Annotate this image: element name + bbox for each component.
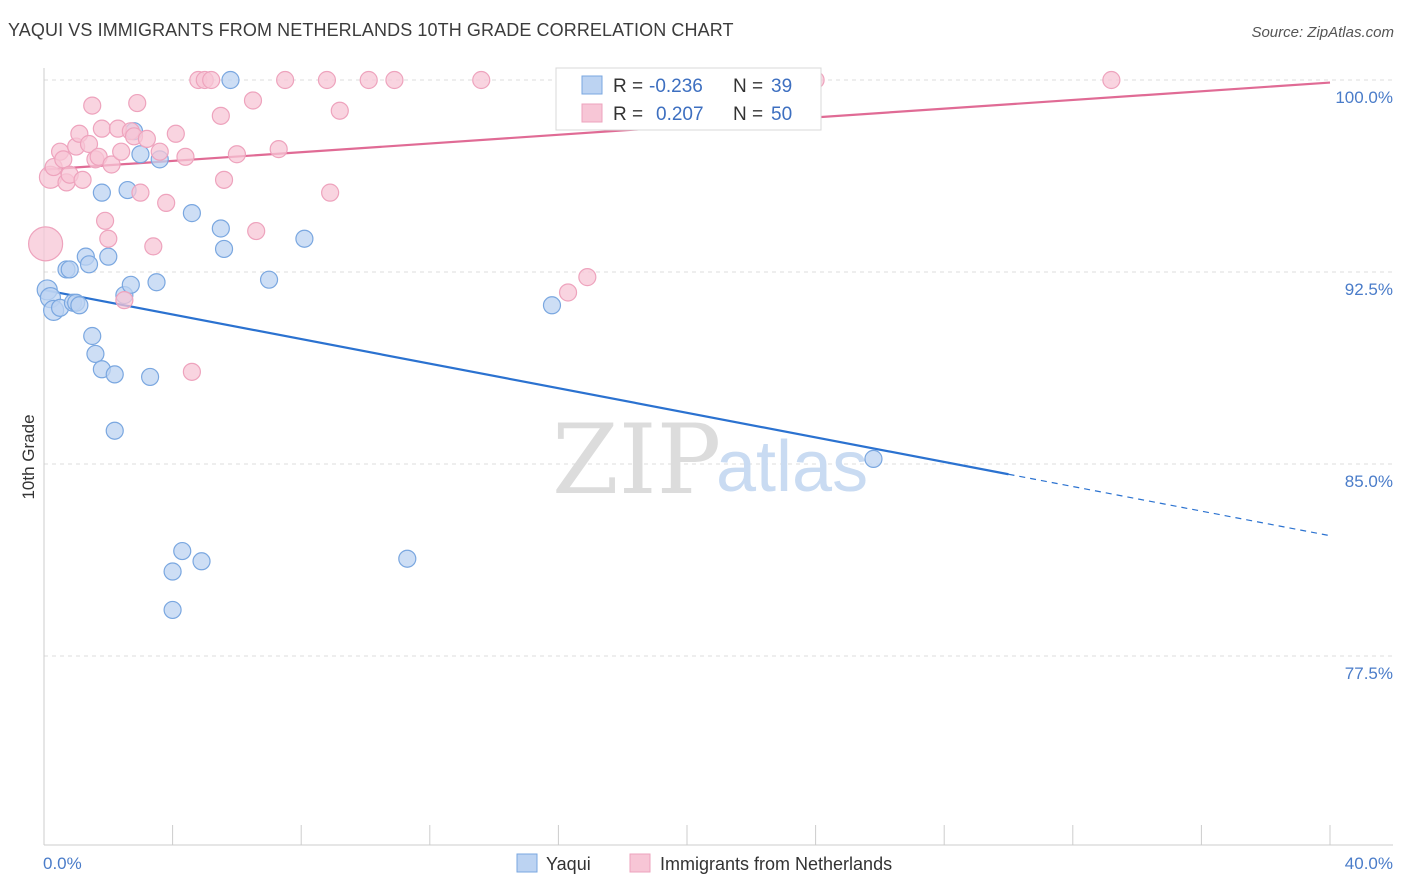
axes	[43, 68, 1393, 846]
point-series-1-9	[73, 170, 92, 189]
point-series-0-35	[295, 229, 314, 248]
point-series-1-28	[157, 193, 176, 212]
data-points	[28, 70, 1121, 620]
point-series-1-37	[227, 145, 246, 164]
legend-n-value-yaqui: 39	[771, 76, 792, 97]
series-legend-swatch-netherlands	[629, 853, 651, 873]
point-series-1-4	[54, 150, 73, 169]
legend-r-value-netherlands: 0.207	[656, 104, 704, 125]
point-series-1-14	[92, 119, 111, 138]
point-series-0-23	[140, 367, 160, 387]
watermark-zip: ZIP	[552, 404, 721, 516]
point-series-1-38	[243, 91, 263, 110]
chart-source: Source: ZipAtlas.com	[1251, 24, 1394, 41]
series-legend-label-netherlands: Immigrants from Netherlands	[660, 854, 892, 874]
point-series-1-49	[578, 268, 597, 287]
point-series-0-38	[864, 449, 883, 468]
point-series-1-25	[137, 129, 156, 148]
point-series-1-46	[385, 70, 404, 90]
point-series-1-45	[359, 70, 378, 90]
legend-n-label-yaqui: N =	[733, 76, 768, 97]
legend-swatch-yaqui	[581, 75, 603, 95]
point-series-0-20	[121, 275, 140, 294]
x-tick-label-min: 0.0%	[43, 854, 82, 873]
point-series-0-34	[259, 270, 279, 289]
legend-swatch-netherlands	[581, 103, 603, 123]
point-series-0-24	[147, 273, 166, 292]
trend-line-0	[43, 288, 1009, 476]
point-series-1-19	[112, 142, 131, 161]
point-series-0-17	[105, 365, 124, 384]
point-series-1-35	[211, 106, 230, 125]
point-series-0-36	[398, 549, 417, 568]
point-series-0-27	[163, 562, 182, 581]
series-legend-swatch-yaqui	[516, 853, 538, 873]
point-series-0-16	[105, 421, 124, 440]
point-series-1-31	[182, 362, 201, 381]
y-tick-labels: 100.0% 92.5% 85.0% 77.5%	[1335, 88, 1393, 683]
legend-n-value-netherlands: 50	[771, 104, 792, 125]
point-series-1-29	[166, 124, 185, 143]
point-series-1-42	[317, 70, 337, 90]
point-series-1-51	[1102, 70, 1121, 90]
point-series-1-11	[83, 96, 102, 115]
trend-line-extension-0	[1008, 473, 1331, 537]
point-series-0-28	[173, 541, 192, 561]
point-series-0-31	[211, 219, 230, 238]
point-series-0-33	[221, 70, 240, 90]
point-series-0-15	[99, 247, 118, 266]
y-tick-label-3: 77.5%	[1345, 664, 1393, 683]
point-series-0-29	[182, 204, 201, 223]
point-series-1-0	[28, 226, 64, 262]
legend-r-value-yaqui: -0.236	[649, 76, 703, 97]
legend-r-label-netherlands: R =	[613, 104, 648, 125]
point-series-1-24	[131, 183, 150, 202]
point-series-1-20	[115, 291, 134, 310]
point-series-1-48	[558, 283, 578, 302]
point-series-1-34	[202, 70, 221, 90]
point-series-1-36	[214, 170, 234, 189]
point-series-1-10	[79, 134, 99, 154]
y-tick-label-0: 100.0%	[1335, 88, 1393, 107]
point-series-0-22	[131, 145, 150, 164]
x-tick-label-max: 40.0%	[1345, 854, 1393, 873]
series-legend-label-yaqui: Yaqui	[546, 854, 591, 874]
point-series-0-5	[60, 260, 79, 279]
point-series-0-30	[192, 552, 211, 571]
point-series-1-16	[99, 229, 118, 248]
point-series-0-8	[70, 296, 89, 315]
point-series-1-43	[321, 183, 340, 202]
point-series-1-23	[128, 93, 147, 113]
point-series-1-30	[176, 147, 195, 166]
y-tick-label-1: 92.5%	[1345, 280, 1393, 299]
watermark-atlas: atlas	[716, 427, 868, 507]
legend-n-label-netherlands: N =	[733, 104, 768, 125]
series-legend: Yaqui Immigrants from Netherlands	[516, 853, 892, 874]
point-series-0-11	[83, 326, 102, 346]
point-series-1-39	[247, 221, 266, 241]
y-axis-title: 10th Grade	[19, 414, 38, 499]
point-series-1-26	[144, 237, 163, 256]
point-series-0-12	[86, 344, 105, 364]
point-series-1-47	[472, 70, 491, 90]
point-series-1-27	[150, 142, 169, 161]
y-tick-label-2: 85.0%	[1345, 472, 1393, 491]
point-series-0-37	[542, 296, 562, 315]
point-series-1-40	[269, 140, 288, 159]
point-series-0-32	[214, 239, 234, 259]
point-series-1-44	[330, 101, 349, 120]
gridlines	[44, 79, 1393, 657]
legend-r-label-yaqui: R =	[613, 76, 648, 97]
point-series-1-15	[95, 211, 115, 230]
stats-legend: R = -0.236 N = 39 R = 0.207 N = 50	[555, 67, 822, 131]
point-series-1-41	[276, 70, 295, 90]
point-series-0-26	[163, 600, 182, 620]
point-series-0-10	[79, 255, 99, 274]
point-series-0-13	[92, 183, 111, 202]
chart-title: YAQUI VS IMMIGRANTS FROM NETHERLANDS 10T…	[8, 20, 734, 40]
point-series-1-17	[102, 155, 121, 174]
